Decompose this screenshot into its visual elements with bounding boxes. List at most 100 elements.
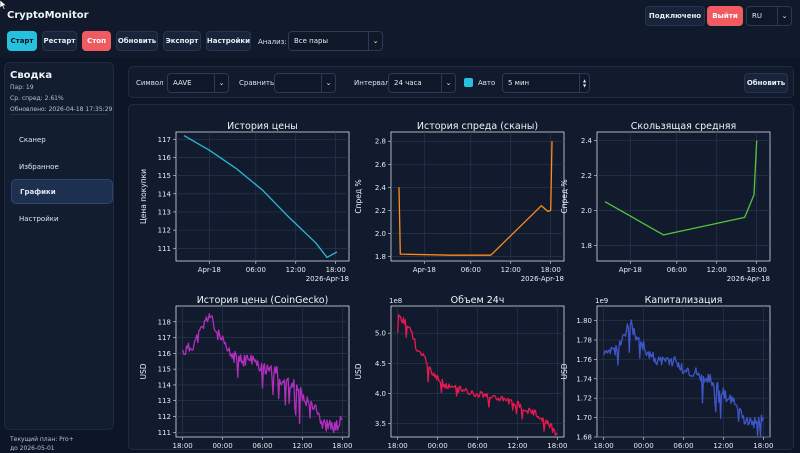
sidebar-item-scanner[interactable]: Сканер [19,135,46,144]
compare-select[interactable]: ⌄ [274,73,336,93]
settings-button[interactable]: Настройки [206,31,251,51]
x-tick-label: 18:00 [173,442,193,450]
y-axis-label: USD [139,363,148,379]
x-tick-label: 00:00 [212,442,232,450]
sidebar: Сводка Пар: 19 Ср. спред: 2.61% Обновлен… [4,62,114,452]
y-axis-label: Спред % [354,179,363,213]
x-tick-label: 12:00 [501,266,521,274]
y-tick-label: 116 [158,154,172,162]
top-bar: CryptoMonitor Подключено Выйти RU ⌄ Старт… [0,0,800,58]
x-tick-label: 12:00 [286,266,306,274]
auto-interval-spinbox[interactable]: 5 мин ▲ ▼ [502,73,590,93]
x-tick-label: 12:00 [292,442,312,450]
plot-area [175,131,350,262]
y-tick-label: 114 [158,190,172,198]
auto-refresh-checkbox[interactable] [464,78,473,87]
y-tick-label: 1.76 [576,356,592,364]
y-tick-label: 112 [158,413,171,421]
chevron-down-icon: ⌄ [441,74,455,92]
y-tick-label: 3.5 [375,420,386,428]
interval-select[interactable]: 24 часа ⌄ [388,73,456,93]
chart-title: Скользящая средняя [631,121,736,132]
x-tick-label: 12:00 [507,442,527,450]
updated-time: Обновлено: 2026-04-18 17:35:29 [10,106,113,113]
x-date-label: 2026-Apr-18 [727,275,770,283]
y-exponent-label: 1e9 [595,297,608,305]
series-line [397,313,558,437]
y-axis-label: Спред % [560,179,569,213]
y-tick-label: 1.80 [576,317,592,325]
chart-2: 1.8 2.0 2.2 2.4 2.6 2.8 Apr-18 06:00 12:00 18:002… [354,121,565,283]
y-tick-label: 2.4 [375,184,387,192]
y-tick-label: 116 [158,350,172,358]
series-line [183,135,338,259]
sidebar-item-charts[interactable]: Графики [11,179,113,204]
x-tick-label: 12:00 [713,442,733,450]
x-tick-label: Apr-18 [619,266,642,274]
series-line [603,319,764,437]
chart-title: Капитализация [645,295,723,306]
x-tick-label: 18:00 [388,442,408,450]
y-axis-label: USD [560,363,569,379]
y-axis-label: Цена покупки [139,169,148,224]
y-tick-label: 1.70 [576,414,592,422]
x-tick-label: 18:00 [753,442,773,450]
interval-label: Интервал: [354,79,392,87]
language-select[interactable]: RU ⌄ [746,6,792,26]
analysis-select[interactable]: Все пары ⌄ [288,31,383,51]
logout-button[interactable]: Выйти [707,6,743,26]
chart-title: История цены [227,121,298,132]
y-tick-label: 118 [158,318,171,326]
y-tick-label: 2.0 [375,230,386,238]
x-tick-label: 18:00 [747,266,767,274]
y-tick-label: 117 [158,136,171,144]
spin-arrows-icon: ▲ ▼ [579,74,589,92]
symbol-select[interactable]: AAVE ⌄ [167,73,229,93]
auto-label: Авто [478,79,496,87]
y-tick-label: 2.4 [581,137,593,145]
chart-5: 3.5 4.0 4.5 5.0 18:00 00:00 06:00 12:00 18:00 1e8… [354,295,567,450]
y-tick-label: 113 [158,208,171,216]
y-tick-label: 4.0 [375,390,386,398]
plot-area [390,131,565,262]
y-tick-label: 2.2 [375,207,386,215]
sidebar-item-settings[interactable]: Настройки [19,214,59,223]
start-button[interactable]: Старт [7,31,37,51]
chart-title: Объем 24ч [451,295,505,306]
filter-refresh-button[interactable]: Обновить [744,73,788,93]
y-tick-label: 2.8 [375,138,386,146]
stop-button[interactable]: Стоп [82,31,111,51]
mouse-cursor-icon [0,0,7,10]
y-tick-label: 4.5 [375,360,386,368]
plan-until: до 2026-05-01 [10,445,55,452]
y-tick-label: 112 [158,227,171,235]
x-tick-label: 06:00 [461,266,481,274]
sidebar-item-favorites[interactable]: Избранное [19,162,59,171]
restart-button[interactable]: Рестарт [42,31,77,51]
y-tick-label: 115 [158,172,171,180]
y-tick-label: 1.8 [581,242,592,250]
y-tick-label: 1.8 [375,253,386,261]
charts-canvas: 111 112 113 114 115 116 117 Apr-18 06:00 12:00 18:… [139,121,773,450]
x-tick-label: Apr-18 [198,266,221,274]
refresh-button[interactable]: Обновить [116,31,158,51]
y-tick-label: 115 [158,366,171,374]
pairs-count: Пар: 19 [10,84,34,91]
x-tick-label: 18:00 [332,442,352,450]
y-tick-label: 114 [158,381,172,389]
y-tick-label: 1.68 [576,434,592,442]
x-tick-label: 18:00 [547,442,567,450]
x-tick-label: 06:00 [673,442,693,450]
series-line [182,313,343,434]
chart-title: История цены (CoinGecko) [197,295,329,306]
x-tick-label: 06:00 [467,442,487,450]
x-tick-label: 18:00 [541,266,561,274]
app-title: CryptoMonitor [7,10,89,21]
charts-panel: 111 112 113 114 115 116 117 Apr-18 06:00 12:00 18:… [128,104,794,450]
x-tick-label: 06:00 [252,442,272,450]
chevron-down-icon: ⌄ [777,7,791,25]
plan-label: Текущий план: Pro+ [10,436,74,443]
y-exponent-label: 1e8 [389,297,402,305]
export-button[interactable]: Экспорт [163,31,201,51]
chart-title: История спреда (сканы) [417,121,538,132]
